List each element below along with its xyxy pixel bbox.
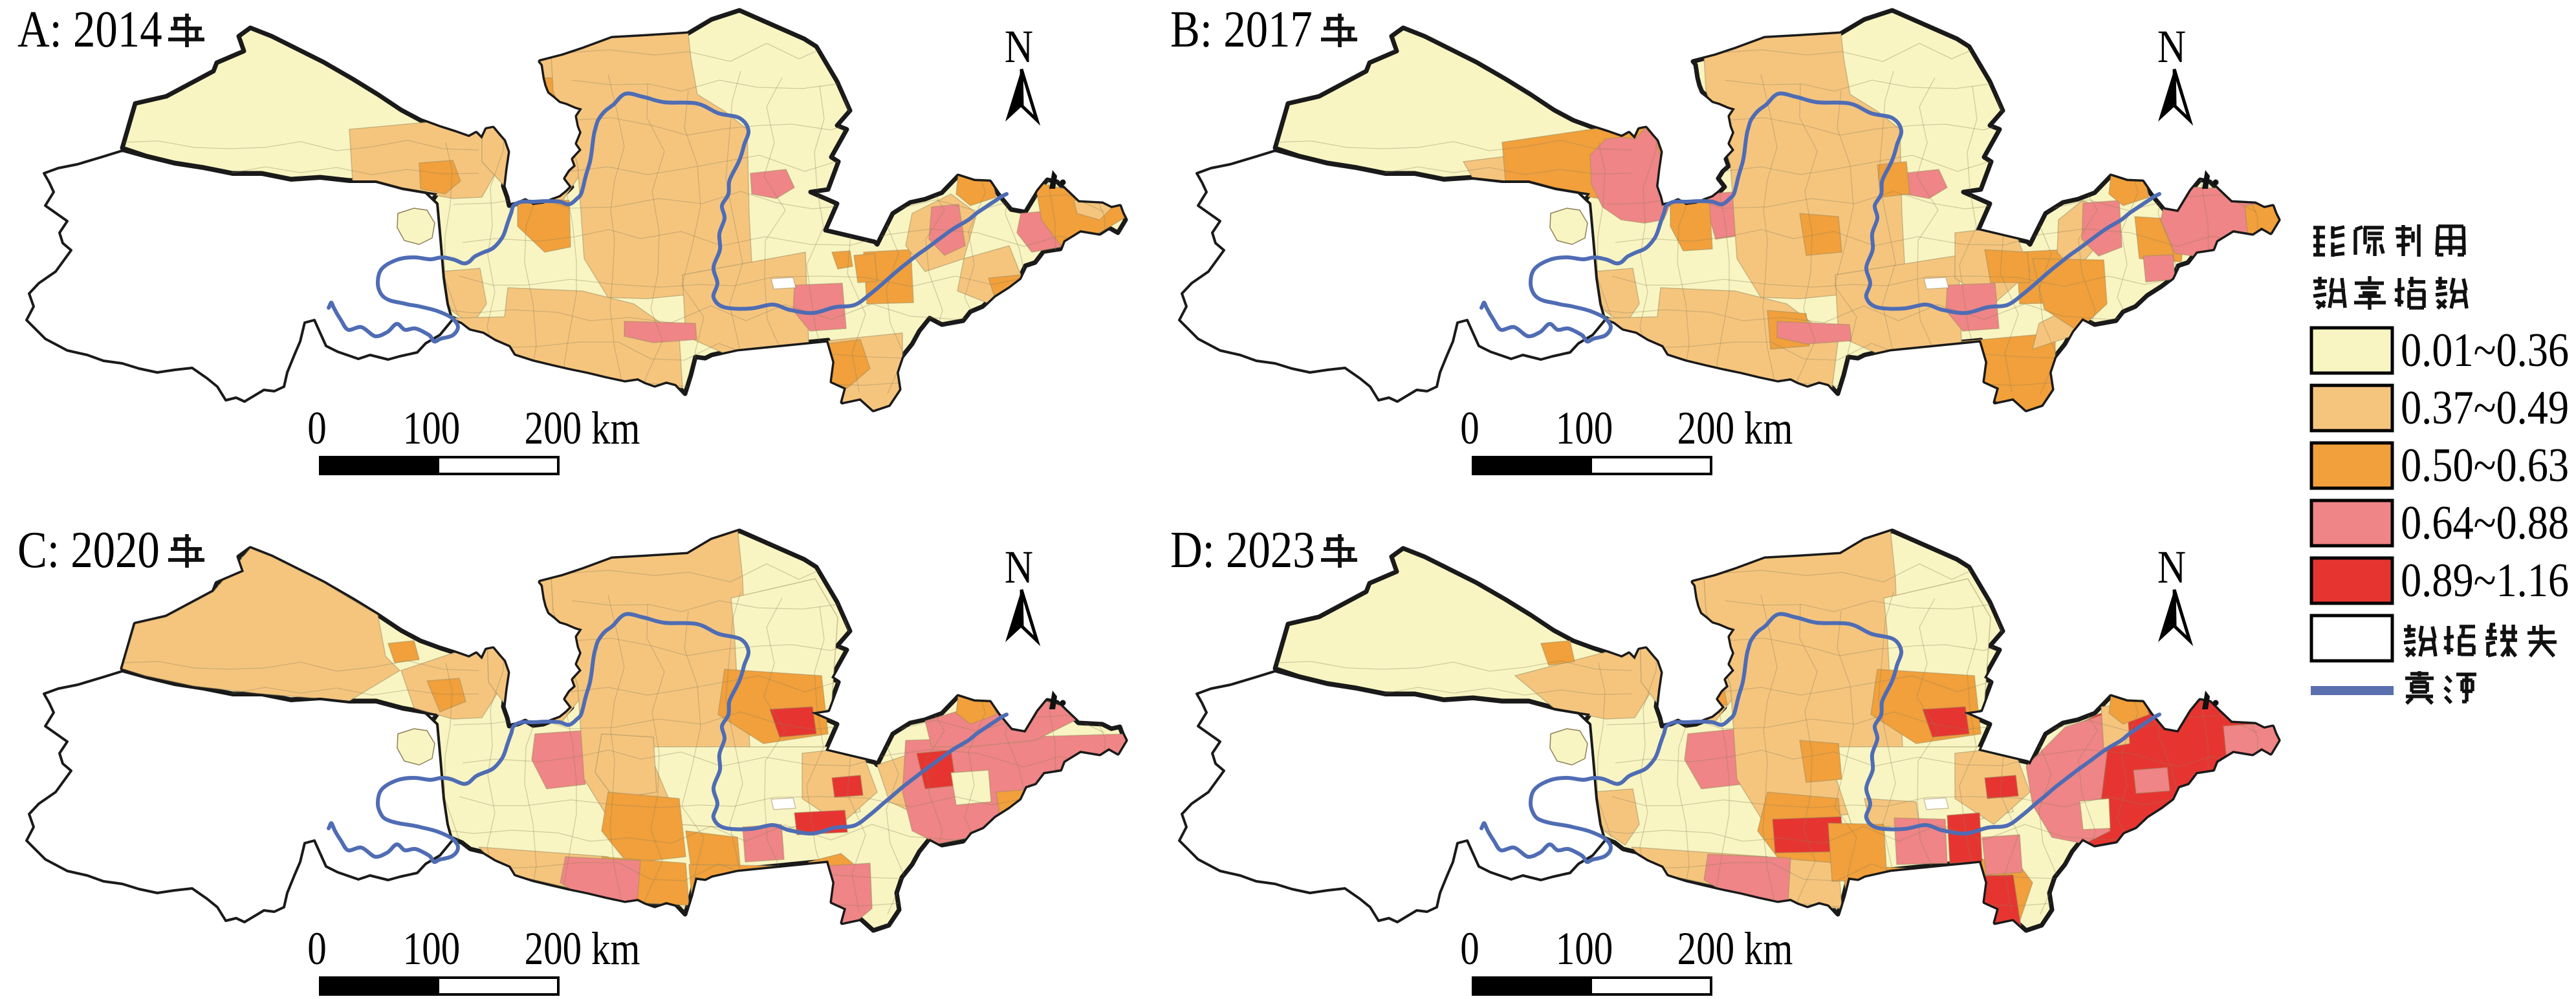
svg-text:N: N (1005, 21, 1033, 72)
svg-text:200 km: 200 km (525, 923, 640, 975)
svg-text:D: 2023: D: 2023 (1170, 522, 1315, 579)
svg-text:100: 100 (403, 923, 461, 975)
svg-text:C: 2020: C: 2020 (17, 522, 160, 579)
svg-text:N: N (2157, 541, 2186, 593)
svg-text:200 km: 200 km (1677, 403, 1793, 455)
svg-text:0.89~1.16: 0.89~1.16 (2401, 554, 2569, 607)
svg-text:0.64~0.88: 0.64~0.88 (2401, 497, 2569, 550)
svg-text:200 km: 200 km (1677, 923, 1793, 975)
svg-text:200 km: 200 km (525, 403, 640, 455)
svg-text:B: 2017: B: 2017 (1170, 1, 1313, 58)
svg-text:0.01~0.36: 0.01~0.36 (2401, 324, 2569, 377)
svg-text:A: 2014: A: 2014 (17, 1, 162, 58)
svg-text:0: 0 (307, 923, 327, 975)
svg-text:100: 100 (1556, 403, 1613, 455)
svg-text:N: N (2157, 21, 2186, 72)
svg-text:0.37~0.49: 0.37~0.49 (2401, 381, 2569, 435)
svg-text:N: N (1005, 541, 1033, 593)
svg-text:0: 0 (1460, 403, 1479, 455)
svg-text:0: 0 (1460, 923, 1479, 975)
svg-text:0.50~0.63: 0.50~0.63 (2401, 439, 2569, 492)
svg-text:100: 100 (1556, 923, 1613, 975)
svg-text:0: 0 (307, 403, 327, 455)
svg-text:100: 100 (403, 403, 461, 455)
